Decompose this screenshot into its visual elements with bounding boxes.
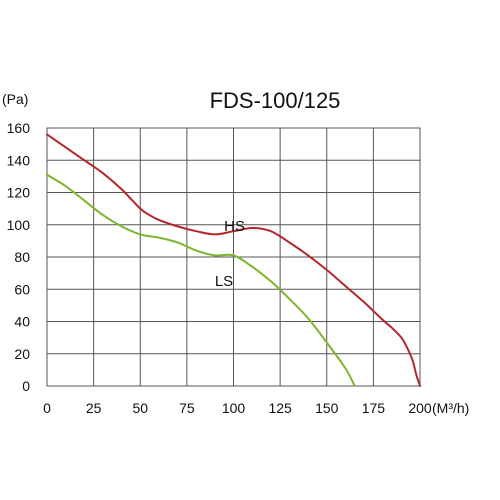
x-tick-label: 50 (132, 400, 148, 416)
series-label-hs: HS (224, 218, 245, 235)
axis-ticks: 0 25 50 75 100 125 150 175 200160140120100806040… (7, 120, 432, 416)
series-label-ls: LS (215, 273, 233, 290)
plot-frame (46, 127, 421, 387)
x-axis-unit: (M³/h) (432, 400, 469, 416)
x-tick-label: 150 (315, 400, 339, 416)
y-axis-unit: (Pa) (2, 91, 28, 107)
chart-title: FDS-100/125 (210, 88, 341, 113)
x-tick-label: 175 (362, 400, 386, 416)
y-tick-label: 140 (7, 152, 31, 168)
series-line-hs (46, 133, 421, 387)
x-tick-label: 0 (43, 400, 51, 416)
series-labels: HS LS (215, 218, 245, 290)
series-line-ls (46, 173, 356, 387)
x-tick-label: 125 (268, 400, 292, 416)
y-tick-label: 0 (22, 378, 30, 394)
y-tick-label: 160 (7, 120, 31, 136)
series-lines (46, 133, 421, 387)
grid (46, 127, 421, 387)
x-tick-label: 200 (408, 400, 432, 416)
y-tick-label: 60 (14, 281, 30, 297)
y-tick-label: 120 (7, 185, 31, 201)
y-tick-label: 80 (14, 249, 30, 265)
x-tick-label: 75 (179, 400, 195, 416)
y-tick-label: 100 (7, 217, 31, 233)
x-tick-label: 100 (222, 400, 246, 416)
y-tick-label: 40 (14, 314, 30, 330)
y-tick-label: 20 (14, 346, 30, 362)
x-tick-label: 25 (86, 400, 102, 416)
